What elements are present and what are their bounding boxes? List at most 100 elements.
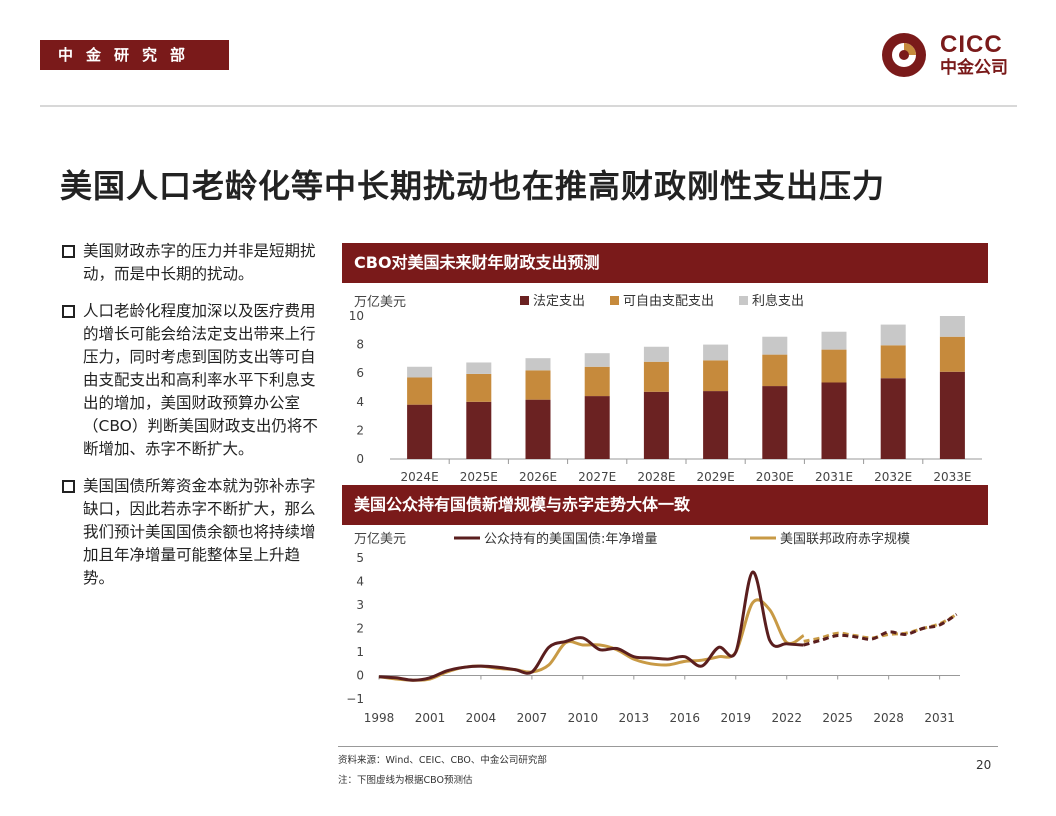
legend-label: 利息支出	[752, 293, 804, 309]
y-tick-label: 0	[356, 452, 364, 466]
bar-segment	[525, 399, 551, 459]
bar-segment	[407, 377, 433, 405]
bar-segment	[407, 366, 433, 378]
bar-segment	[584, 353, 610, 367]
x-tick-label: 2032E	[874, 470, 912, 484]
bar-segment	[525, 370, 551, 400]
x-tick-label: 2027E	[578, 470, 616, 484]
x-tick-label: 2004	[466, 711, 497, 725]
bar-segment	[821, 382, 847, 459]
legend-label: 法定支出	[533, 294, 585, 309]
bar-segment	[703, 360, 729, 392]
bullet-text: 美国国债所筹资金本就为弥补赤字缺口，因此若赤字不断扩大，那么我们预计美国国债余额…	[83, 477, 316, 587]
x-tick-label: 2026E	[519, 470, 557, 484]
page-number: 20	[976, 758, 992, 772]
bar-segment	[703, 344, 729, 361]
x-tick-label: 2024E	[401, 470, 439, 484]
source-note: 资料来源：Wind、CEIC、CBO、中金公司研究部	[338, 755, 547, 766]
bar-segment	[407, 404, 433, 459]
legend-label: 美国联邦政府赤字规模	[780, 532, 910, 547]
x-tick-label: 2028	[873, 711, 904, 725]
bar-segment	[703, 391, 729, 459]
page-title: 美国人口老龄化等中长期扰动也在推高财政刚性支出压力	[60, 167, 886, 205]
x-tick-label: 2010	[568, 711, 599, 725]
bar-segment	[584, 366, 610, 397]
bar-segment	[939, 316, 965, 337]
x-tick-label: 2033E	[933, 470, 971, 484]
y-tick-label: 2	[356, 622, 364, 636]
legend-swatch	[520, 296, 529, 305]
square-bullet-icon	[62, 480, 75, 493]
footer-divider	[338, 746, 998, 747]
x-tick-label: 2022	[771, 711, 802, 725]
debt-deficit-chart: 万亿美元 −1 0 1 2 3 4 5 1998 2001 2004 2007 2010 2013 2016…	[346, 531, 960, 725]
series-line-actual	[378, 570, 804, 682]
bar-segment	[643, 391, 669, 459]
x-tick-label: 2019	[720, 711, 751, 725]
x-tick-label: 2016	[670, 711, 701, 725]
bar-segment	[584, 396, 610, 459]
y-tick-label: 8	[356, 338, 364, 352]
chart2-title: 美国公众持有国债新增规模与赤字走势大体一致	[342, 485, 988, 525]
bar-segment	[525, 358, 551, 371]
bullet-text: 美国财政赤字的压力并非是短期扰动，而是中长期的扰动。	[83, 242, 316, 283]
y-tick-label: 6	[356, 366, 364, 380]
logo-text-cn: 中金公司	[940, 58, 1008, 78]
y-tick-label: 1	[356, 645, 364, 659]
chart1-title: CBO对美国未来财年财政支出预测	[342, 243, 988, 283]
legend-label: 公众持有的美国国债:年净增量	[484, 531, 657, 547]
bar-segment	[821, 349, 847, 383]
bar-segment	[643, 346, 669, 362]
bullet-item: 美国国债所筹资金本就为弥补赤字缺口，因此若赤字不断扩大，那么我们预计美国国债余额…	[62, 475, 330, 590]
dashed-line-note: 注：下图虚线为根据CBO预测估	[338, 775, 473, 786]
y-tick-label: 4	[356, 395, 364, 409]
y-tick-label: −1	[346, 692, 364, 706]
square-bullet-icon	[62, 245, 75, 258]
bar-segment	[880, 378, 906, 459]
bullet-list: 美国财政赤字的压力并非是短期扰动，而是中长期的扰动。 人口老龄化程度加深以及医疗…	[62, 240, 330, 604]
cicc-logo-icon	[882, 33, 926, 77]
x-tick-label: 2007	[517, 711, 548, 725]
y-tick-label: 0	[356, 669, 364, 683]
bar-segment	[466, 401, 492, 459]
x-tick-label: 2029E	[697, 470, 735, 484]
x-tick-label: 2025E	[460, 470, 498, 484]
y-tick-label: 10	[349, 309, 364, 323]
square-bullet-icon	[62, 305, 75, 318]
y-tick-label: 2	[356, 423, 364, 437]
x-tick-label: 2028E	[637, 470, 675, 484]
x-tick-label: 2013	[619, 711, 650, 725]
y-tick-label: 5	[356, 551, 364, 565]
bar-segment	[939, 371, 965, 459]
header-divider	[40, 105, 1017, 107]
department-label: 中金研究部	[40, 40, 229, 70]
bar-segment	[880, 324, 906, 346]
x-tick-label: 2031	[924, 711, 955, 725]
y-axis-unit-label: 万亿美元	[354, 532, 406, 547]
bar-segment	[762, 336, 788, 355]
cicc-logo: CICC 中金公司	[880, 30, 1020, 82]
bar-segment	[762, 354, 788, 387]
legend-label: 可自由支配支出	[623, 294, 714, 309]
y-tick-label: 3	[356, 598, 364, 612]
bar-segment	[466, 373, 492, 402]
x-tick-label: 2031E	[815, 470, 853, 484]
bullet-item: 美国财政赤字的压力并非是短期扰动，而是中长期的扰动。	[62, 240, 330, 286]
x-tick-label: 1998	[364, 711, 395, 725]
spending-forecast-chart: 万亿美元 0 2 4 6 8 10 2024E 2025E 2026E 2027E 2028E 2029…	[349, 293, 982, 484]
y-tick-label: 4	[356, 575, 364, 589]
legend-swatch	[610, 296, 619, 305]
x-tick-label: 2001	[415, 711, 446, 725]
bar-segment	[880, 345, 906, 379]
legend-swatch	[739, 296, 748, 305]
logo-text-en: CICC	[940, 31, 1003, 58]
bar-segment	[821, 331, 847, 350]
bar-segment	[939, 336, 965, 372]
x-tick-label: 2025	[822, 711, 853, 725]
bar-segment	[643, 361, 669, 392]
bullet-item: 人口老龄化程度加深以及医疗费用的增长可能会给法定支出带来上行压力，同时考虑到国防…	[62, 300, 330, 461]
bullet-text: 人口老龄化程度加深以及医疗费用的增长可能会给法定支出带来上行压力，同时考虑到国防…	[83, 302, 318, 458]
bar-segment	[762, 386, 788, 459]
series-line-forecast	[803, 613, 958, 647]
x-tick-label: 2030E	[756, 470, 794, 484]
